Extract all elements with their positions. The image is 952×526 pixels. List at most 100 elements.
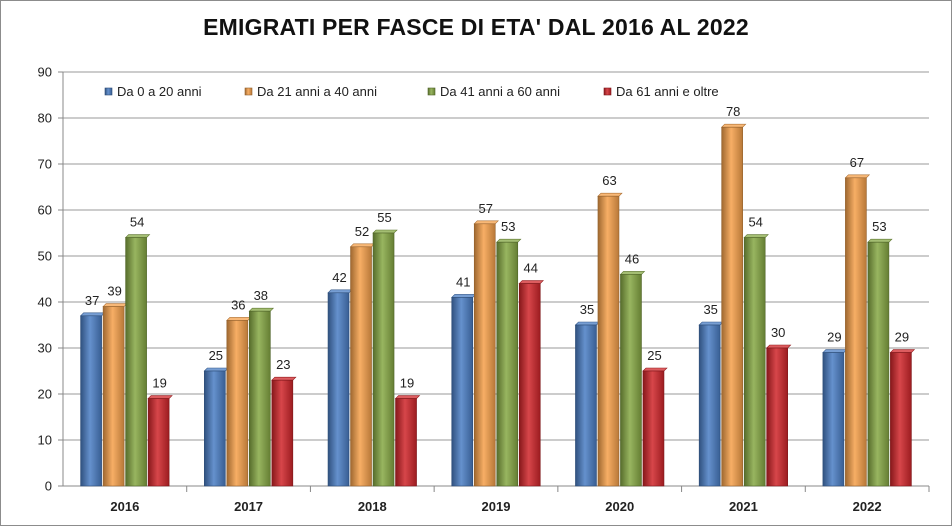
bar bbox=[80, 315, 102, 487]
bar-top bbox=[147, 395, 173, 399]
data-label: 63 bbox=[602, 173, 616, 188]
data-label: 19 bbox=[152, 376, 166, 391]
data-label: 29 bbox=[827, 330, 841, 345]
bar-top bbox=[597, 192, 623, 197]
bar bbox=[271, 379, 294, 487]
bar-top bbox=[619, 271, 646, 275]
x-tick-label: 2021 bbox=[729, 499, 758, 514]
y-tick-label: 80 bbox=[38, 111, 52, 126]
data-label: 25 bbox=[647, 348, 661, 363]
bar-top bbox=[867, 238, 893, 243]
bar-top bbox=[473, 220, 499, 225]
bar-top bbox=[203, 367, 230, 372]
data-label: 46 bbox=[625, 251, 639, 266]
y-tick-label: 10 bbox=[38, 433, 52, 448]
data-label: 36 bbox=[231, 297, 245, 312]
bar bbox=[890, 352, 912, 487]
bar bbox=[642, 370, 665, 487]
bar-top bbox=[248, 307, 275, 312]
bar bbox=[766, 347, 788, 487]
bar-top bbox=[394, 395, 421, 399]
data-label: 25 bbox=[209, 348, 223, 363]
x-tick-label: 2016 bbox=[110, 499, 139, 514]
bar bbox=[395, 398, 417, 487]
data-label: 29 bbox=[895, 330, 909, 345]
legend-swatch bbox=[244, 87, 253, 96]
x-tick-label: 2020 bbox=[605, 499, 634, 514]
bar bbox=[620, 274, 642, 487]
bar bbox=[451, 297, 474, 487]
data-label: 55 bbox=[377, 210, 391, 225]
y-tick-label: 0 bbox=[45, 479, 52, 494]
bar bbox=[867, 241, 890, 487]
bar-top bbox=[720, 123, 747, 128]
data-label: 53 bbox=[872, 219, 886, 234]
x-tick-label: 2019 bbox=[482, 499, 511, 514]
bar bbox=[473, 223, 496, 487]
y-tick-label: 70 bbox=[38, 157, 52, 172]
bar-top bbox=[574, 321, 601, 326]
y-tick-label: 50 bbox=[38, 249, 52, 264]
bar bbox=[721, 126, 743, 487]
data-label: 53 bbox=[501, 219, 515, 234]
y-tick-label: 20 bbox=[38, 387, 52, 402]
bar-top bbox=[889, 349, 916, 353]
bar bbox=[698, 324, 721, 487]
bar bbox=[743, 237, 766, 487]
bar-top bbox=[822, 349, 848, 353]
bar bbox=[327, 292, 350, 487]
bar-top bbox=[124, 234, 151, 238]
y-tick-label: 30 bbox=[38, 341, 52, 356]
bar bbox=[518, 283, 541, 487]
data-label: 54 bbox=[748, 215, 762, 230]
data-label: 39 bbox=[107, 284, 121, 299]
data-label: 54 bbox=[130, 215, 144, 230]
bar-top bbox=[844, 174, 871, 179]
bar bbox=[249, 310, 271, 487]
data-label: 19 bbox=[400, 376, 414, 391]
data-label: 42 bbox=[332, 270, 346, 285]
bar bbox=[204, 370, 226, 487]
bar-top bbox=[642, 367, 668, 372]
y-tick-label: 60 bbox=[38, 203, 52, 218]
bar bbox=[496, 241, 519, 487]
bar-top bbox=[102, 303, 128, 307]
bar bbox=[350, 246, 372, 487]
legend-swatch bbox=[427, 87, 436, 96]
bar bbox=[102, 306, 125, 487]
legend-label: Da 41 anni a 60 anni bbox=[440, 84, 560, 99]
data-label: 35 bbox=[580, 302, 594, 317]
x-tick-label: 2018 bbox=[358, 499, 387, 514]
bar-top bbox=[698, 321, 724, 326]
data-label: 52 bbox=[355, 224, 369, 239]
bar-top bbox=[743, 234, 769, 238]
bar bbox=[597, 195, 620, 487]
data-label: 30 bbox=[771, 325, 785, 340]
bar bbox=[226, 320, 249, 487]
bar-top bbox=[518, 280, 544, 284]
bar bbox=[125, 237, 147, 487]
bar bbox=[147, 398, 170, 487]
legend-label: Da 61 anni e oltre bbox=[616, 84, 719, 99]
bar-top bbox=[349, 243, 376, 248]
data-label: 37 bbox=[85, 293, 99, 308]
data-label: 23 bbox=[276, 357, 290, 372]
data-label: 67 bbox=[850, 155, 864, 170]
data-label: 35 bbox=[703, 302, 717, 317]
y-tick-label: 40 bbox=[38, 295, 52, 310]
bar-top bbox=[372, 229, 398, 234]
bar-top bbox=[496, 238, 522, 243]
bar bbox=[575, 324, 597, 487]
bar bbox=[822, 352, 845, 487]
data-label: 38 bbox=[254, 288, 268, 303]
bar bbox=[372, 232, 395, 487]
legend-label: Da 21 anni a 40 anni bbox=[257, 84, 377, 99]
legend-swatch bbox=[603, 87, 612, 96]
legend-label: Da 0 a 20 anni bbox=[117, 84, 202, 99]
bar-top bbox=[327, 289, 353, 294]
chart-title: EMIGRATI PER FASCE DI ETA' DAL 2016 AL 2… bbox=[203, 14, 749, 40]
x-tick-label: 2022 bbox=[853, 499, 882, 514]
bar-top bbox=[79, 312, 106, 317]
bar bbox=[845, 177, 867, 487]
